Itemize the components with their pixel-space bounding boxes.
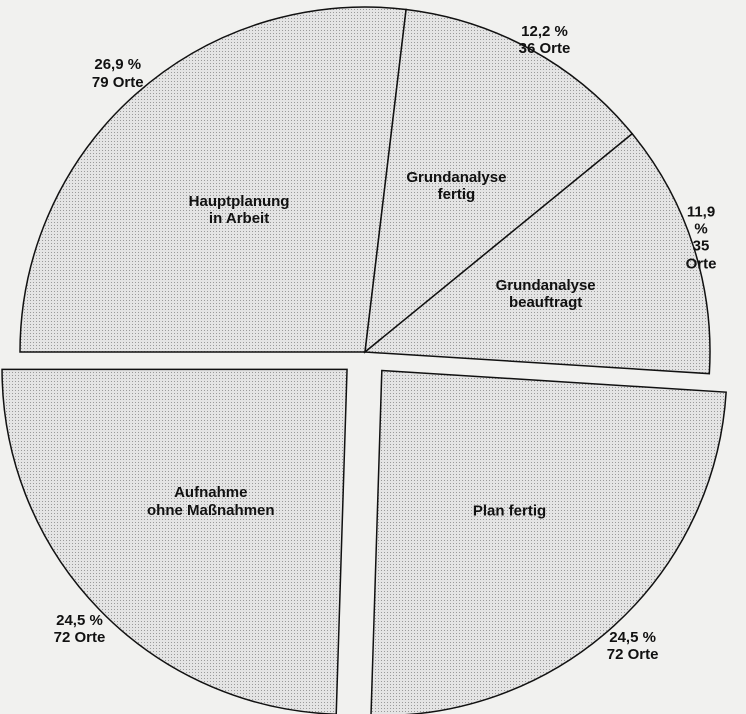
count-label: 36 Orte [518, 40, 571, 57]
count-label: 35 Orte [685, 237, 717, 273]
value-label: 12,2 % [521, 22, 568, 40]
pie-slice [1, 368, 348, 714]
slice-label: Aufnahme ohne Maßnahmen [147, 484, 275, 519]
count-label: 72 Orte [53, 628, 106, 646]
slice-label: Plan fertig [472, 502, 547, 520]
slice-label: Grundanalyse beauftragt [495, 276, 596, 311]
value-label: 24,5 % [56, 611, 103, 629]
value-label: 26,9 % [94, 56, 142, 74]
slice-label: Hauptplanung in Arbeit [188, 192, 290, 228]
count-label: 72 Orte [606, 646, 659, 664]
value-label-group: 24,5 % 72 Orte [54, 611, 106, 646]
pie-slice [363, 132, 711, 375]
value-label-group: 26,9 % 79 Orte [92, 56, 144, 91]
slice-label: Grundanalyse fertig [406, 168, 507, 203]
value-label-group: 24,5 % 72 Orte [607, 629, 659, 664]
count-label: 79 Orte [91, 73, 144, 91]
pie-slice [364, 8, 634, 354]
value-label: 24,5 % [609, 628, 656, 646]
value-label-group: 11,9 % 35 Orte [679, 203, 724, 272]
value-label-group: 12,2 % 36 Orte [519, 23, 571, 58]
pie-slice [19, 6, 407, 353]
pie-slice [370, 369, 727, 714]
value-label: 11,9 % [686, 203, 716, 238]
